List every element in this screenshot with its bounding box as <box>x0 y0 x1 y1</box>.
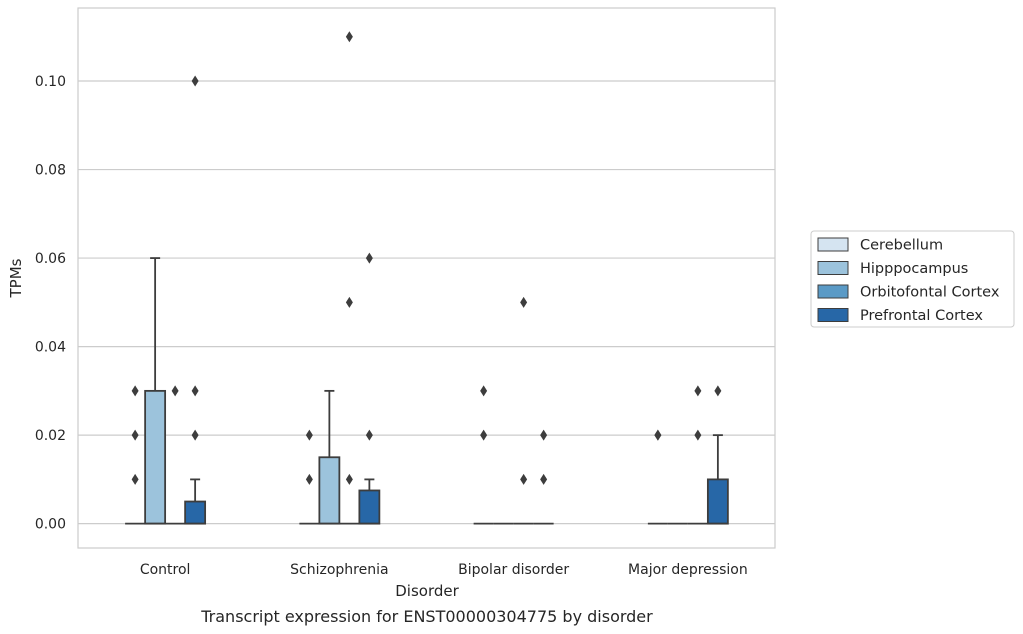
legend-swatch <box>817 237 849 252</box>
box-2-1 <box>339 31 360 525</box>
y-tick-labels: 0.00 0.02 0.04 0.06 0.08 0.10 <box>35 74 66 533</box>
x-tick-label: Major depression <box>628 562 748 578</box>
y-tick-label: 0.04 <box>35 340 66 356</box>
x-axis-title: Disorder <box>395 582 459 600</box>
outlier-point <box>171 385 179 397</box>
y-tick-label: 0.06 <box>35 251 66 267</box>
outlier-point <box>714 385 722 397</box>
outlier-point <box>540 473 548 485</box>
box-2-0 <box>165 385 186 525</box>
chart-caption: Transcript expression for ENST0000030477… <box>200 607 653 626</box>
outlier-point <box>365 252 373 264</box>
outlier-point <box>345 296 353 308</box>
outlier-point <box>694 385 702 397</box>
outlier-point <box>540 429 548 441</box>
box-1-1 <box>318 389 341 525</box>
legend: Cerebellum Hipppocampus Orbitofontal Corte… <box>810 230 1015 328</box>
box-2-3 <box>687 385 708 525</box>
legend-label: Prefrontal Cortex <box>860 308 983 324</box>
box-3-2 <box>533 429 554 525</box>
outlier-point <box>654 429 662 441</box>
outlier-point <box>694 429 702 441</box>
box-body <box>318 456 341 525</box>
outlier-point <box>480 429 488 441</box>
legend-frame <box>810 230 1015 328</box>
x-tick-labels: Control Schizophrenia Bipolar disorder Majo… <box>140 562 748 578</box>
outlier-point <box>131 385 139 397</box>
legend-swatch <box>817 261 849 275</box>
y-axis-title: TPMs <box>7 258 25 298</box>
outlier-point <box>345 31 353 43</box>
box-0-3 <box>647 429 668 525</box>
legend-label: Cerebellum <box>860 238 943 254</box>
outlier-point <box>480 385 488 397</box>
box-body <box>706 478 729 525</box>
legend-swatch <box>817 284 849 299</box>
box-body <box>184 500 207 525</box>
x-tick-label: Schizophrenia <box>290 562 388 578</box>
outlier-point <box>520 473 528 485</box>
box-0-2 <box>473 385 494 525</box>
legend-label: Hipppocampus <box>860 261 968 277</box>
box-0-0 <box>125 385 146 525</box>
y-tick-label: 0.10 <box>35 74 66 90</box>
outlier-point <box>191 429 199 441</box>
legend-label: Orbitofontal Cortex <box>860 285 1000 301</box>
box-2-2 <box>513 296 534 525</box>
boxes <box>125 31 729 525</box>
outlier-point <box>305 473 313 485</box>
y-tick-label: 0.08 <box>35 163 66 179</box>
gridlines <box>78 80 775 525</box>
outlier-point <box>131 473 139 485</box>
box-3-1 <box>358 252 381 525</box>
outlier-point <box>520 296 528 308</box>
outlier-point <box>191 385 199 397</box>
outlier-point <box>305 429 313 441</box>
x-tick-label: Bipolar disorder <box>458 562 569 578</box>
box-body <box>358 489 381 525</box>
box-3-0 <box>184 75 207 525</box>
x-tick-label: Control <box>140 562 191 578</box>
box-body <box>144 389 167 525</box>
box-3-3 <box>706 385 729 525</box>
y-tick-label: 0.02 <box>35 428 66 444</box>
plot-frame <box>77 7 776 549</box>
y-tick-label: 0.00 <box>35 517 66 533</box>
outlier-point <box>131 429 139 441</box>
box-0-1 <box>299 429 320 525</box>
box-1-0 <box>144 257 167 525</box>
outlier-point <box>345 473 353 485</box>
outlier-point <box>365 429 373 441</box>
outlier-point <box>191 75 199 87</box>
legend-swatch <box>817 308 849 322</box>
